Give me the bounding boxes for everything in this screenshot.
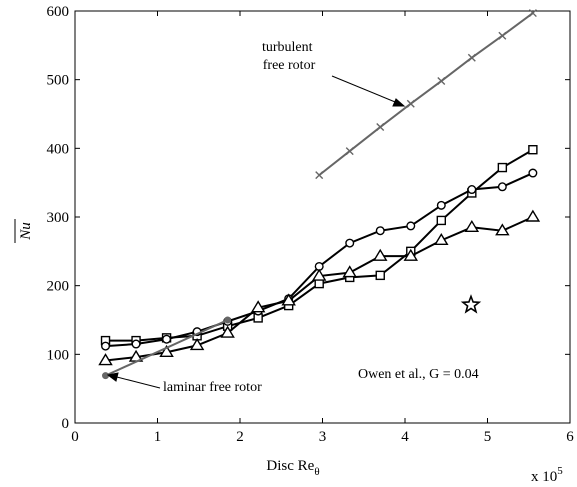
svg-text:Nu: Nu (18, 222, 34, 241)
data-point-circle (345, 238, 355, 248)
x-tick-label: 1 (154, 429, 162, 445)
series-line (105, 148, 534, 342)
data-point-triangle (220, 325, 235, 338)
data-point-square (375, 270, 385, 281)
x-axis-multiplier: x 105 (531, 465, 563, 485)
x-tick-label: 2 (236, 429, 244, 445)
data-point-dot (224, 316, 232, 324)
star-point (460, 294, 482, 314)
data-point-triangle (311, 268, 327, 281)
data-point-triangle (464, 219, 480, 233)
data-point-triangle (403, 248, 419, 261)
data-point-triangle (98, 353, 113, 366)
data-point-x (437, 77, 446, 86)
data-point-triangle (434, 232, 449, 246)
plot-frame (74, 10, 571, 424)
x-tick-label: 0 (71, 429, 79, 445)
data-point-circle (101, 341, 111, 351)
data-point-circle (375, 226, 385, 236)
y-tick-label: 300 (47, 210, 70, 226)
data-point-x (467, 53, 476, 62)
series-group (98, 9, 541, 380)
series-line (105, 172, 534, 348)
series-line (318, 12, 534, 176)
data-point-x (528, 9, 537, 18)
data-point-square (528, 145, 538, 155)
data-point-triangle (281, 293, 296, 306)
data-point-square (314, 278, 324, 289)
data-point-triangle (250, 300, 266, 313)
y-tick-label: 500 (47, 73, 70, 89)
data-point-x (345, 147, 354, 156)
data-point-triangle (525, 209, 541, 222)
data-point-circle (436, 200, 446, 210)
annotation-owen: Owen et al., G = 0.04 (358, 367, 479, 382)
y-tick-label: 0 (62, 416, 70, 432)
y-axis-title: Nu (14, 219, 34, 243)
x-tick-label: 4 (401, 429, 409, 445)
series-line (105, 319, 229, 377)
annotation-turbulent: turbulent free rotor (262, 40, 316, 73)
data-point-triangle (342, 265, 357, 278)
y-tick-label: 200 (47, 279, 70, 295)
series-2-triangle (98, 209, 541, 366)
data-point-x (376, 123, 385, 132)
data-point-x (406, 99, 415, 108)
data-point-triangle (189, 338, 205, 351)
annotation-arrows (106, 75, 406, 389)
data-point-circle (162, 334, 172, 344)
data-point-square (497, 162, 508, 173)
data-point-circle (467, 185, 477, 195)
data-point-x (315, 171, 324, 180)
x-tick-label: 3 (319, 429, 327, 445)
data-point-circle (406, 221, 416, 231)
data-point-triangle (159, 344, 174, 357)
series-3-dot (102, 316, 232, 380)
y-tick-label: 600 (47, 4, 70, 20)
y-tick-label: 100 (47, 347, 70, 363)
data-point-circle (497, 182, 507, 192)
x-tick-label: 5 (484, 429, 492, 445)
data-point-triangle (373, 248, 388, 261)
data-point-square (436, 215, 446, 226)
data-point-x (498, 31, 507, 40)
data-point-triangle (495, 223, 510, 236)
data-point-dot (102, 372, 110, 380)
x-axis-title: Disc Reθ (266, 458, 319, 478)
axis-ticks: 0 1 2 3 4 5 6 0 100 200 300 400 500 600 (47, 4, 575, 445)
x-tick-label: 6 (566, 429, 574, 445)
data-point-circle (528, 168, 538, 178)
y-tick-label: 400 (47, 141, 70, 157)
data-point-star (460, 294, 482, 314)
series-4-x (315, 9, 537, 180)
annotation-laminar: laminar free rotor (163, 380, 262, 395)
data-point-circle (131, 339, 141, 349)
